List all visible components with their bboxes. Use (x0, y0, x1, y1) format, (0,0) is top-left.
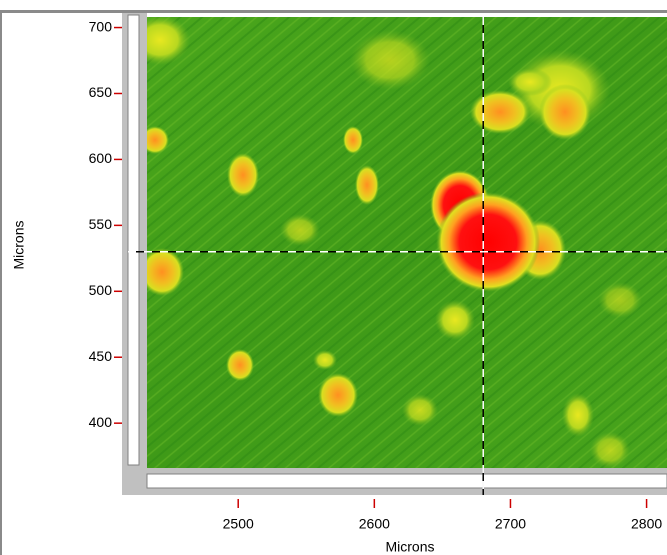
y-tick-label: 500 (89, 282, 113, 298)
x-tick-label: 2700 (495, 516, 526, 532)
y-tick-label: 700 (89, 18, 113, 34)
top-border (0, 10, 667, 13)
y-axis-label: Microns (11, 220, 27, 269)
x-axis-label: Microns (385, 539, 434, 555)
y-tick-label: 650 (89, 84, 113, 100)
horizontal-scroll-track (146, 473, 667, 489)
vertical-scroll-track (127, 14, 140, 466)
x-tick-label: 2800 (631, 516, 662, 532)
left-border (0, 13, 2, 555)
y-tick-label: 550 (89, 216, 113, 232)
y-tick-label: 400 (89, 414, 113, 430)
heatmap-image (147, 17, 667, 468)
x-tick-label: 2500 (223, 516, 254, 532)
y-tick-label: 600 (89, 150, 113, 166)
x-tick-label: 2600 (359, 516, 390, 532)
y-tick-label: 450 (89, 348, 113, 364)
